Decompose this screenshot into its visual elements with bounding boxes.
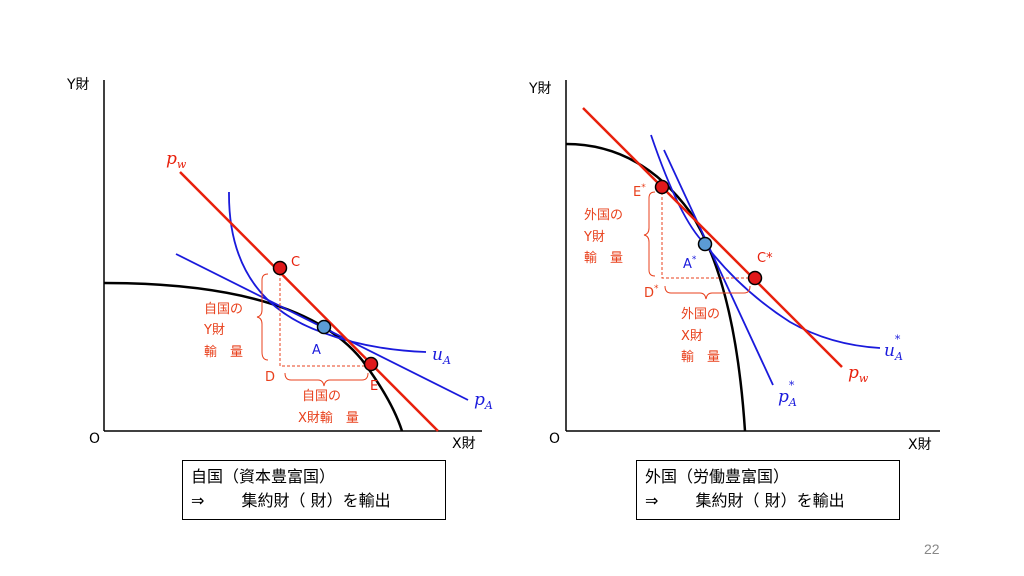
right-label-e-star: E* xyxy=(633,183,646,200)
left-trade-triangle xyxy=(279,268,371,367)
right-point-a-star xyxy=(697,236,713,252)
left-point-e xyxy=(363,356,379,372)
right-label-pA-star: pA* xyxy=(778,379,797,409)
left-label-e: E xyxy=(370,379,378,394)
left-x-brace xyxy=(284,372,369,387)
right-origin-label: O xyxy=(549,431,560,447)
right-trade-triangle xyxy=(661,187,755,279)
left-caption-line1: 自国（資本豊富国） xyxy=(191,467,336,486)
right-diagram: Y財 X財 O E* A* C* D* pw uA* pA* 外国の xyxy=(528,80,940,453)
left-x-axis-label: X財 xyxy=(452,436,476,452)
left-y-import-annotation: 自国の Y財 輸 量 xyxy=(203,302,247,360)
left-point-c xyxy=(272,260,288,276)
left-label-uA: uA xyxy=(432,345,451,367)
right-label-pw: pw xyxy=(848,363,869,385)
right-caption-line1: 外国（労働豊富国） xyxy=(645,467,790,486)
left-point-a xyxy=(316,319,332,335)
right-world-price-line-pw xyxy=(582,107,843,368)
right-point-e-star xyxy=(654,179,670,195)
right-label-c-star: C* xyxy=(757,251,773,266)
right-y-axis-label: Y財 xyxy=(528,81,552,97)
left-y-axis-label: Y財 xyxy=(66,77,90,93)
left-world-price-line-pw xyxy=(179,171,439,432)
right-x-import-annotation: 外国の X財 輸 量 xyxy=(681,307,724,365)
right-x-axis-label: X財 xyxy=(908,437,932,453)
page-number: 22 xyxy=(924,541,940,557)
right-x-brace xyxy=(664,285,751,300)
left-label-d: D xyxy=(265,370,275,385)
right-y-export-annotation: 外国の Y財 輸 量 xyxy=(583,208,627,266)
left-label-c: C xyxy=(291,255,300,270)
left-ppf-curve xyxy=(103,281,404,432)
left-caption-line2: ⇒ 集約財（ 財）を輸出 xyxy=(191,491,391,510)
left-x-export-annotation: 自国の X財輸 量 xyxy=(298,389,359,426)
left-diagram: Y財 X財 O C A E D pw uA pA 自国の Y財 xyxy=(66,77,493,452)
left-origin-label: O xyxy=(89,431,100,447)
right-label-d-star: D* xyxy=(644,284,659,301)
right-price-line-pA-star xyxy=(663,149,774,386)
right-point-c-star xyxy=(747,270,763,286)
left-y-brace xyxy=(256,273,269,361)
left-caption-box: 自国（資本豊富国） ⇒ 集約財（ 財）を輸出 xyxy=(182,460,446,520)
left-label-pw: pw xyxy=(166,149,187,171)
right-label-uA-star: uA* xyxy=(884,333,903,363)
right-label-a-star: A* xyxy=(683,255,697,272)
left-label-a: A xyxy=(312,343,321,358)
right-caption-box: 外国（労働豊富国） ⇒ 集約財（ 財）を輸出 xyxy=(636,460,900,520)
left-indifference-curve-uA xyxy=(228,191,427,353)
right-caption-line2: ⇒ 集約財（ 財）を輸出 xyxy=(645,491,845,510)
left-label-pA: pA xyxy=(474,390,493,412)
right-y-brace xyxy=(643,191,656,277)
